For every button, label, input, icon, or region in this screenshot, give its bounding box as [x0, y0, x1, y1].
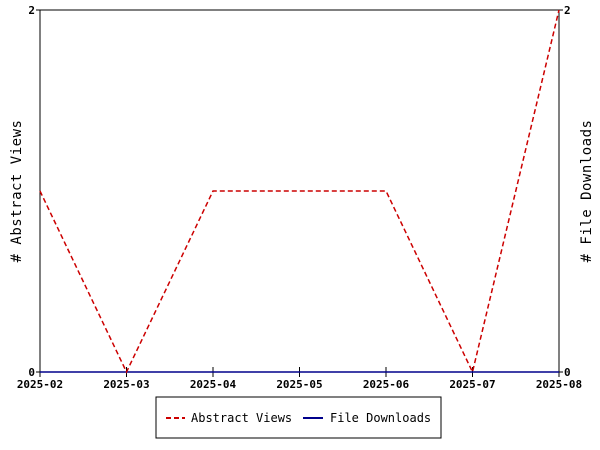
x-tick-label-2025-05: 2025-05: [276, 378, 322, 391]
series-layer: [39, 9, 560, 375]
x-tick-label-2025-08: 2025-08: [536, 378, 582, 391]
legend-label-abstract-views: Abstract Views: [191, 411, 292, 425]
x-tick-label-2025-07: 2025-07: [449, 378, 495, 391]
y-axis-left: 02: [28, 4, 40, 379]
x-tick-label-2025-02: 2025-02: [17, 378, 63, 391]
y-axis-right-label: # File Downloads: [579, 120, 595, 263]
x-tick-label-2025-04: 2025-04: [190, 378, 237, 391]
legend: Abstract Views File Downloads: [155, 396, 442, 439]
y-right-tick-label-0: 0: [564, 366, 571, 379]
y-left-tick-label-0: 0: [28, 366, 35, 379]
x-tick-label-2025-06: 2025-06: [363, 378, 410, 391]
y-axis-right: 02: [559, 4, 571, 379]
y-left-tick-label-2: 2: [28, 4, 35, 17]
legend-label-file-downloads: File Downloads: [330, 411, 431, 425]
x-tick-label-2025-03: 2025-03: [103, 378, 149, 391]
y-axis-left-label: # Abstract Views: [9, 120, 25, 263]
y-right-tick-label-2: 2: [564, 4, 571, 17]
legend-box: [155, 396, 442, 439]
x-axis: 2025-02 2025-03 2025-04 2025-05 2025-06 2025-…: [17, 367, 582, 391]
